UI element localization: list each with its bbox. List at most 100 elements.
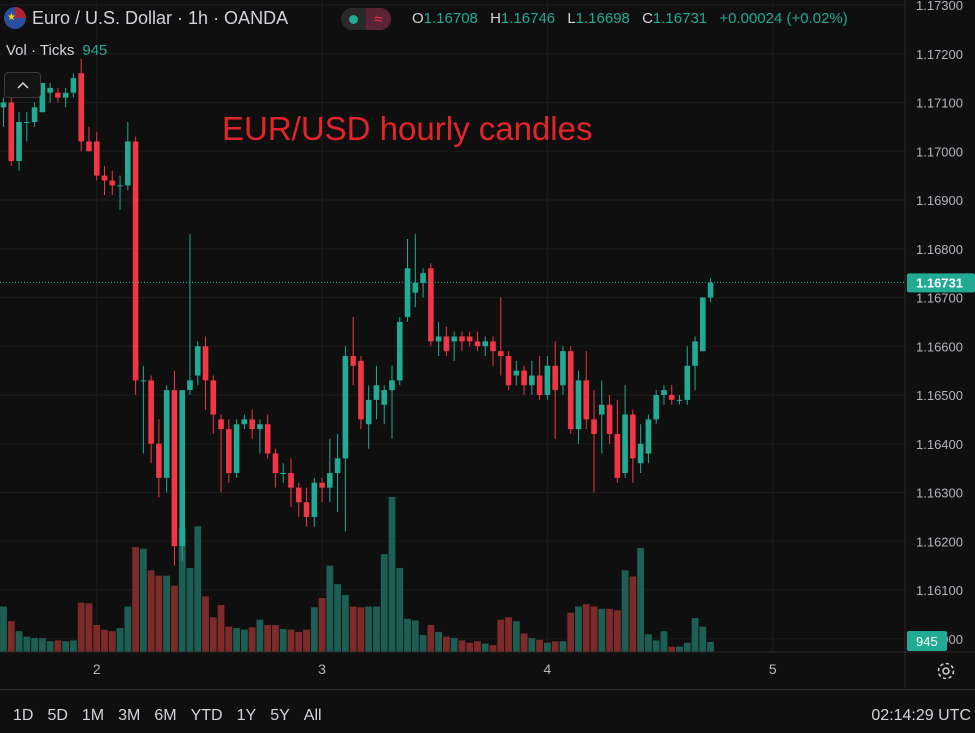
utc-clock[interactable]: 02:14:29 UTC xyxy=(871,707,971,724)
range-1d[interactable]: 1D xyxy=(13,707,34,724)
candle-body xyxy=(474,341,481,347)
candle-body xyxy=(365,399,372,425)
volume-bar xyxy=(233,628,240,652)
candle-body xyxy=(342,356,349,459)
candle-body xyxy=(544,365,551,395)
candle-body xyxy=(630,414,636,459)
candle-body xyxy=(396,321,403,381)
last-price-badge xyxy=(907,273,975,293)
market-status-pill[interactable]: ≈ xyxy=(341,8,391,30)
volume-bar xyxy=(380,554,388,652)
price-tick-label: 1.17100 xyxy=(916,96,963,111)
market-open-dot-icon xyxy=(349,14,358,24)
candle-body xyxy=(497,351,504,356)
volume-bar xyxy=(652,640,660,652)
range-5y[interactable]: 5Y xyxy=(270,707,290,724)
candle-body xyxy=(567,351,574,430)
volume-bar xyxy=(388,497,396,652)
candle-body xyxy=(62,92,69,98)
volume-bar xyxy=(225,626,233,652)
candle-body xyxy=(327,473,333,488)
range-1m[interactable]: 1M xyxy=(81,707,105,724)
volume-bar xyxy=(178,528,186,652)
volume-bar xyxy=(132,547,139,652)
candle-body xyxy=(16,122,22,161)
volume-bar xyxy=(505,617,512,652)
volume-bar xyxy=(62,641,70,652)
volume-bar xyxy=(279,628,287,652)
range-1y[interactable]: 1Y xyxy=(236,707,257,724)
candle-body xyxy=(598,404,605,415)
candle-body xyxy=(536,375,543,395)
price-tick-label: 1.17000 xyxy=(916,144,963,159)
volume-bar xyxy=(512,621,520,652)
candle-body xyxy=(319,482,325,488)
candle-body xyxy=(606,404,613,434)
candle-body xyxy=(466,336,473,342)
candle-body xyxy=(86,141,92,152)
volume-bar xyxy=(707,641,714,652)
volume-bar xyxy=(272,625,279,652)
volume-bar xyxy=(551,641,559,652)
volume-bar xyxy=(139,548,147,652)
candle-body xyxy=(513,370,520,376)
time-tick-label: 3 xyxy=(318,661,326,677)
price-tick-label: 1.16200 xyxy=(916,534,963,549)
candle-body xyxy=(179,390,186,547)
candle-body xyxy=(226,429,232,473)
volume-bar xyxy=(668,646,676,652)
range-all[interactable]: All xyxy=(303,707,322,724)
price-tick-label: 1.16800 xyxy=(916,242,963,257)
volume-bar xyxy=(474,641,481,652)
candle-body xyxy=(93,141,100,176)
range-5d[interactable]: 5D xyxy=(47,707,68,724)
candle-body xyxy=(583,380,590,420)
volume-bar xyxy=(46,641,54,652)
candle-body xyxy=(560,351,566,386)
volume-bar xyxy=(310,607,318,652)
candle-body xyxy=(350,356,356,366)
volume-bar xyxy=(567,612,575,652)
candle-body xyxy=(117,185,123,187)
volume-bar xyxy=(38,638,46,652)
volume-bar xyxy=(629,576,637,652)
collapse-legend-button[interactable] xyxy=(4,72,41,98)
candle-body xyxy=(575,380,582,430)
volume-bar xyxy=(442,636,450,652)
volume-legend[interactable]: Vol · Ticks 945 xyxy=(6,42,107,59)
candle-body xyxy=(373,385,380,400)
price-tick-label: 1.16400 xyxy=(916,437,963,452)
price-axis-panel xyxy=(905,0,975,652)
range-buttons: 1D 5D 1M 3M 6M YTD 1Y 5Y All xyxy=(13,707,322,725)
range-3m[interactable]: 3M xyxy=(118,707,141,724)
volume-bar xyxy=(559,641,567,652)
volume-bar xyxy=(7,621,15,652)
volume-bar xyxy=(341,594,349,652)
volume-bar xyxy=(31,638,38,652)
candle-body xyxy=(218,419,224,430)
volume-bar xyxy=(248,627,256,652)
candle-body xyxy=(280,473,287,474)
candle-body xyxy=(0,102,7,108)
range-6m[interactable]: 6M xyxy=(154,707,177,724)
volume-bar xyxy=(411,620,419,652)
symbol-title[interactable]: Euro / U.S. Dollar · 1h · OANDA xyxy=(32,8,289,28)
candle-body xyxy=(334,458,341,473)
candle-body xyxy=(692,341,698,366)
volume-badge xyxy=(907,631,947,651)
range-ytd[interactable]: YTD xyxy=(190,707,223,724)
candle-body xyxy=(661,390,667,395)
volume-badge-label: 945 xyxy=(916,634,938,649)
volume-bar xyxy=(458,640,466,652)
candle-body xyxy=(132,141,139,381)
volume-bar xyxy=(295,631,303,652)
candle-body xyxy=(505,356,512,386)
chart-annotation[interactable]: EUR/USD hourly candles xyxy=(222,110,593,147)
price-change: +0.00024 (+0.02%) xyxy=(719,10,848,27)
ohlc-readout: O1.16708 H1.16746 L1.16698 C1.16731 +0.0… xyxy=(412,10,848,27)
volume-value: 945 xyxy=(82,42,108,59)
gear-icon[interactable] xyxy=(935,660,957,682)
volume-bar xyxy=(217,604,225,652)
price-tick-label: 1.17200 xyxy=(916,47,963,62)
